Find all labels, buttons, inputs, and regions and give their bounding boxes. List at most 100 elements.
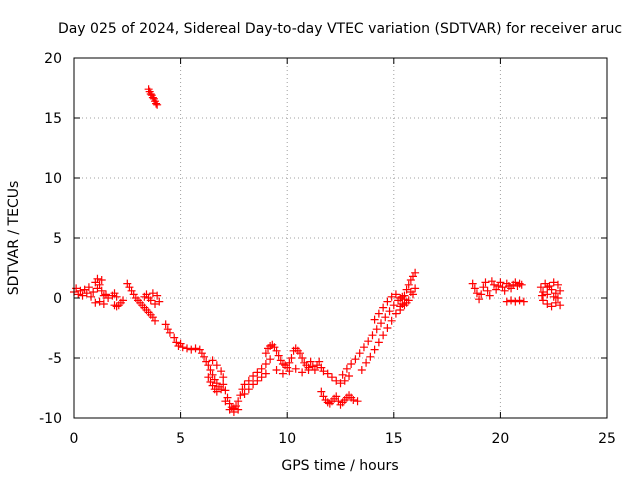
data-point <box>389 301 398 310</box>
data-point <box>481 278 490 287</box>
data-point <box>338 370 347 379</box>
data-point <box>411 284 420 293</box>
data-point <box>383 297 392 306</box>
data-point <box>91 298 100 307</box>
data-point <box>477 290 486 299</box>
x-tick-label: 20 <box>491 431 509 447</box>
x-tick-label: 15 <box>385 431 403 447</box>
data-point <box>285 367 294 376</box>
x-tick-label: 5 <box>176 431 185 447</box>
axis-ticks: 0 5 10 15 20 25 -10 -5 0 5 10 15 20 <box>39 51 616 447</box>
data-point <box>332 392 341 401</box>
data-point <box>515 296 524 305</box>
data-point <box>249 372 258 380</box>
series-recovery-rise <box>338 290 409 379</box>
data-point <box>381 313 390 322</box>
data-point <box>178 343 187 352</box>
data-point <box>308 362 317 371</box>
data-point <box>374 338 383 347</box>
data-point <box>379 303 388 312</box>
data-point <box>161 320 170 329</box>
data-point <box>370 345 379 354</box>
y-tick-label: -10 <box>39 411 62 427</box>
y-tick-label: 5 <box>53 231 62 247</box>
data-point <box>402 298 411 307</box>
data-point <box>182 344 191 353</box>
data-point <box>404 280 413 289</box>
data-point <box>553 280 562 289</box>
data-point <box>485 291 494 300</box>
series-morning-descent <box>110 279 164 325</box>
series-trough <box>219 355 275 416</box>
data-point <box>97 286 106 295</box>
data-point <box>549 278 558 287</box>
data-point <box>377 319 386 328</box>
data-point <box>349 396 358 404</box>
data-point <box>76 286 85 295</box>
data-point <box>240 380 249 389</box>
data-point <box>244 385 253 394</box>
data-point <box>468 279 477 288</box>
data-point <box>221 386 230 395</box>
data-point <box>261 349 270 358</box>
data-point <box>101 290 110 299</box>
data-point <box>97 276 106 284</box>
data-point <box>153 291 162 300</box>
data-point <box>234 405 243 414</box>
x-tick-label: 25 <box>598 431 616 447</box>
data-point <box>99 300 108 308</box>
data-point <box>490 280 499 289</box>
x-tick-label: 0 <box>70 431 79 447</box>
data-point <box>129 290 138 299</box>
data-point <box>539 288 548 296</box>
series-mid-descent <box>161 320 228 396</box>
series-night-cluster-2 <box>536 278 565 311</box>
data-point <box>408 272 417 281</box>
data-point <box>551 298 560 307</box>
data-point <box>511 297 520 306</box>
data-point <box>119 296 128 305</box>
data-point <box>398 292 407 301</box>
data-point <box>379 331 388 340</box>
plot-frame <box>73 57 608 419</box>
data-point <box>547 285 556 294</box>
data-point <box>253 368 262 377</box>
data-point <box>151 316 160 325</box>
data-point <box>317 387 326 396</box>
data-point <box>127 286 136 295</box>
data-point <box>204 361 213 370</box>
data-point <box>323 369 332 378</box>
data-point <box>345 372 354 380</box>
data-point <box>253 376 262 385</box>
y-tick-label: 10 <box>44 171 62 187</box>
data-point <box>112 302 121 311</box>
data-point <box>125 283 134 292</box>
grid-lines <box>74 58 607 418</box>
data-point <box>249 380 258 389</box>
data-point <box>366 352 375 361</box>
data-point <box>494 282 503 290</box>
data-point <box>357 366 366 374</box>
data-point <box>165 328 174 337</box>
data-point <box>240 390 249 398</box>
data-point <box>406 288 415 296</box>
data-point <box>170 333 179 342</box>
data-point <box>475 295 484 304</box>
data-point <box>364 337 373 346</box>
data-point <box>383 324 392 332</box>
data-point <box>112 292 121 301</box>
data-point <box>261 360 270 368</box>
data-point <box>208 356 217 365</box>
data-point <box>278 360 287 368</box>
data-point <box>385 307 394 316</box>
data-point <box>219 373 228 382</box>
data-point <box>244 376 253 385</box>
data-point <box>234 397 243 406</box>
data-point <box>151 300 160 308</box>
y-axis-label: SDTVAR / TECUs <box>6 181 22 296</box>
data-point <box>257 364 266 373</box>
y-tick-label: 20 <box>44 51 62 67</box>
data-point <box>304 366 313 374</box>
data-points <box>70 85 565 416</box>
